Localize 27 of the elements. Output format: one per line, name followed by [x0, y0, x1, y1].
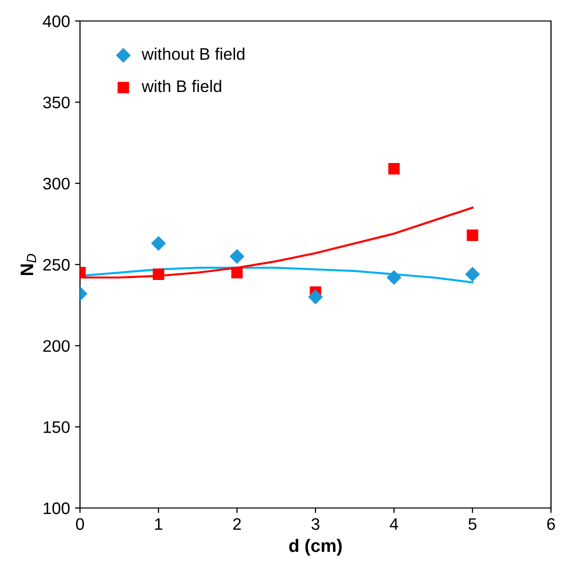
y-tick-label: 350: [43, 96, 70, 108]
y-tick-label: 400: [42, 15, 70, 28]
x-tick-label: 0: [76, 518, 84, 530]
y-axis-title: N$_{D}$: [20, 254, 36, 276]
point: [308, 290, 323, 304]
point: [466, 230, 478, 242]
x-tick-label: 2: [233, 518, 241, 530]
y-tick-label: 150: [44, 421, 70, 434]
x-tick-label: 3: [312, 518, 320, 530]
x-tick-label: 5: [468, 518, 476, 530]
y-tick-label: 250: [43, 258, 70, 271]
y-tick-label: 100: [44, 502, 70, 514]
y-tick-label: 300: [43, 178, 70, 190]
x-tick-label: 6: [547, 518, 555, 530]
point: [151, 236, 166, 251]
x-tick-label: 4: [390, 518, 398, 530]
point: [386, 270, 402, 285]
x-tick-label: 1: [155, 518, 162, 530]
x-axis-title: d (cm): [289, 538, 342, 556]
legend-label: with B field: [142, 80, 222, 92]
point: [465, 266, 480, 282]
legend-label: without B field: [142, 48, 244, 60]
point: [388, 162, 400, 174]
point: [152, 268, 164, 280]
y-tick-label: 200: [43, 340, 70, 352]
point: [230, 249, 244, 264]
point: [231, 266, 243, 278]
